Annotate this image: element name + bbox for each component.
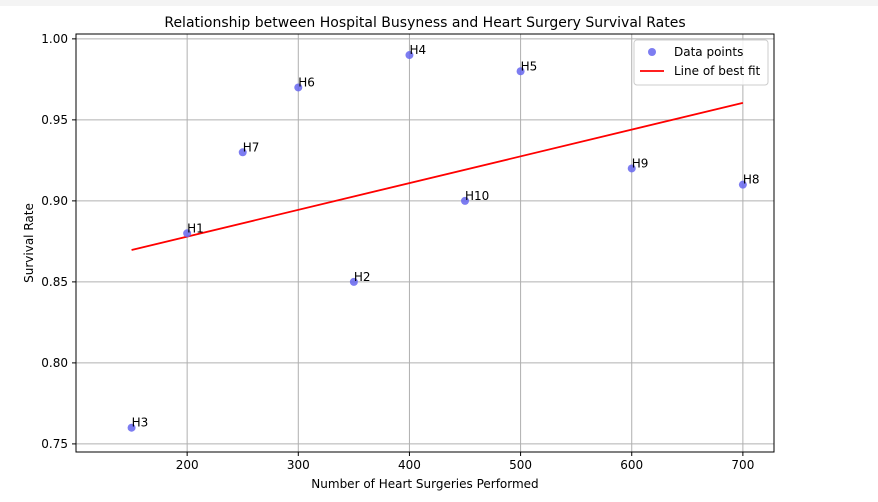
- point-label-h1: H1: [187, 221, 204, 235]
- data-point-h3: [127, 423, 136, 432]
- y-tick-label: 0.95: [41, 113, 68, 127]
- point-label-h9: H9: [632, 156, 649, 170]
- legend-label-best-fit: Line of best fit: [674, 64, 761, 78]
- point-label-h10: H10: [465, 189, 489, 203]
- data-point-h9: [627, 164, 636, 173]
- point-label-h4: H4: [409, 43, 426, 57]
- x-tick-label: 600: [620, 458, 643, 472]
- legend-marker-data-points: [648, 48, 656, 56]
- point-label-h6: H6: [298, 75, 315, 89]
- data-point-h10: [461, 196, 470, 205]
- point-label-h3: H3: [132, 416, 149, 430]
- data-point-h1: [183, 229, 192, 238]
- x-tick-label: 500: [509, 458, 532, 472]
- point-labels: H1 H2 H3 H4 H5 H6 H7 H8 H9 H10: [132, 43, 760, 430]
- data-point-h8: [738, 180, 747, 189]
- y-tick-label: 0.75: [41, 437, 68, 451]
- point-label-h8: H8: [743, 173, 760, 187]
- x-tick-label: 400: [398, 458, 421, 472]
- legend-label-data-points: Data points: [674, 45, 743, 59]
- data-point-h5: [516, 67, 525, 76]
- chart-title: Relationship between Hospital Busyness a…: [164, 15, 685, 31]
- point-label-h2: H2: [354, 270, 371, 284]
- top-bar: [0, 0, 878, 6]
- y-axis-ticks: 0.75 0.80 0.85 0.90 0.95 1.00: [41, 32, 76, 451]
- x-axis-label: Number of Heart Surgeries Performed: [311, 477, 538, 491]
- y-tick-label: 0.90: [41, 194, 68, 208]
- data-point-h2: [349, 277, 358, 286]
- grid-lines: [76, 34, 774, 452]
- x-axis-ticks: 200 300 400 500 600 700: [176, 452, 754, 472]
- x-tick-label: 700: [731, 458, 754, 472]
- x-tick-label: 200: [176, 458, 199, 472]
- y-tick-label: 0.80: [41, 356, 68, 370]
- point-label-h7: H7: [243, 140, 260, 154]
- data-points: [127, 51, 747, 432]
- plot-frame: [75, 33, 775, 453]
- legend: Data points Line of best fit: [633, 39, 769, 86]
- y-tick-label: 1.00: [41, 32, 68, 46]
- x-tick-label: 300: [287, 458, 310, 472]
- legend-box: [633, 39, 769, 86]
- y-axis-label: Survival Rate: [22, 203, 36, 283]
- data-point-h4: [405, 51, 414, 60]
- data-point-h6: [294, 83, 303, 92]
- best-fit-line: [131, 101, 744, 251]
- point-label-h5: H5: [521, 59, 538, 73]
- data-point-h7: [238, 148, 247, 157]
- y-tick-label: 0.85: [41, 275, 68, 289]
